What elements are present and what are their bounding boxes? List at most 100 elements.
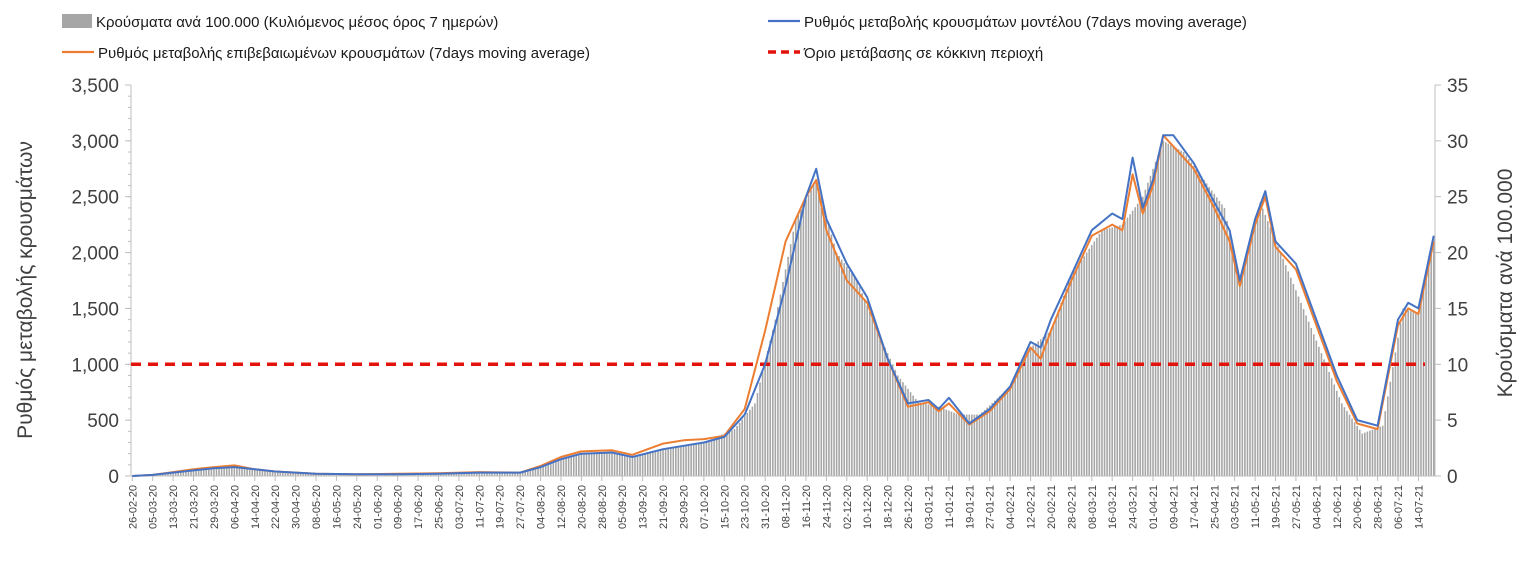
bar — [1203, 179, 1205, 476]
bar — [463, 473, 465, 476]
bar — [327, 474, 330, 476]
bar — [930, 405, 932, 476]
bar — [491, 472, 493, 476]
bar — [1134, 207, 1136, 476]
bar — [1361, 433, 1364, 476]
bar — [723, 433, 726, 476]
bar — [1182, 152, 1185, 476]
x-tick-label: 20-02-21 — [1046, 485, 1058, 529]
bar — [379, 474, 381, 476]
bar — [1277, 246, 1279, 476]
bar — [886, 353, 889, 476]
bar — [361, 474, 363, 476]
bar — [756, 392, 759, 476]
bar — [677, 446, 680, 476]
bar — [412, 474, 414, 476]
bar — [626, 456, 629, 476]
x-tick-label: 29-03-20 — [209, 485, 221, 529]
bar — [955, 413, 958, 476]
x-tick-label: 13-03-20 — [168, 485, 180, 529]
bar — [167, 473, 169, 476]
bar — [1088, 248, 1091, 476]
bar — [1136, 203, 1139, 476]
bar — [950, 411, 953, 476]
x-tick-label: 31-10-20 — [760, 485, 772, 529]
bar — [994, 400, 996, 476]
bar — [1364, 432, 1366, 476]
bar — [789, 244, 792, 476]
bar — [544, 464, 547, 476]
bar — [1190, 162, 1193, 476]
bar — [256, 470, 259, 476]
bar — [236, 467, 238, 476]
bar — [453, 473, 455, 476]
right-tick-label: 25 — [1447, 188, 1468, 209]
legend-label-threshold: Όριο μετάβασης σε κόκκινη περιοχή — [803, 45, 1043, 62]
bar — [1223, 207, 1226, 476]
bar — [761, 371, 764, 476]
bar — [368, 474, 371, 476]
bar — [902, 382, 904, 476]
bar — [731, 430, 733, 476]
bar — [350, 474, 353, 476]
bar — [1124, 221, 1126, 476]
bar — [284, 473, 287, 476]
bar — [1001, 393, 1004, 476]
x-tick-label: 04-06-21 — [1311, 485, 1323, 529]
bar — [718, 435, 720, 476]
bar — [1210, 190, 1213, 476]
bar — [1407, 310, 1409, 476]
bar — [190, 470, 192, 476]
bar — [907, 388, 909, 476]
bar — [800, 209, 802, 476]
x-tick-label: 04-08-20 — [536, 485, 548, 529]
x-tick-label: 08-03-21 — [1087, 485, 1099, 529]
bar — [322, 474, 325, 476]
bar — [521, 471, 524, 476]
bar — [621, 455, 624, 476]
x-tick-label: 09-06-20 — [393, 485, 405, 529]
bar — [264, 471, 266, 476]
x-tick-label: 30-04-20 — [291, 485, 303, 529]
bar — [1006, 388, 1009, 476]
bar — [389, 474, 391, 476]
bar — [1315, 340, 1318, 476]
bar — [1425, 274, 1427, 476]
bar — [208, 468, 210, 476]
bar — [825, 216, 828, 476]
bar — [1180, 150, 1182, 476]
bar — [593, 453, 595, 476]
bar — [623, 456, 626, 476]
bar — [299, 473, 302, 476]
bar — [315, 474, 317, 476]
bar — [963, 414, 965, 476]
bar — [657, 450, 659, 476]
bar — [1213, 193, 1216, 477]
x-tick-label: 26-12-20 — [903, 485, 915, 529]
bar — [1152, 168, 1154, 477]
x-tick-label: 27-05-21 — [1291, 485, 1303, 529]
bar — [1282, 258, 1284, 476]
bar — [1167, 143, 1170, 476]
bar — [641, 455, 644, 476]
bar — [1226, 220, 1228, 476]
bar — [601, 452, 603, 476]
bar — [937, 406, 940, 476]
bar — [1052, 323, 1055, 476]
x-tick-label: 28-08-20 — [597, 485, 609, 529]
bar — [682, 445, 685, 476]
bar — [874, 324, 876, 476]
x-tick-label: 18-12-20 — [883, 485, 895, 529]
bar — [779, 294, 782, 476]
bar — [253, 469, 256, 476]
x-tick-label: 16-11-20 — [801, 485, 813, 528]
bar — [1379, 426, 1381, 476]
bar — [1261, 208, 1264, 476]
bar — [927, 404, 930, 476]
bar — [667, 448, 669, 476]
bar — [613, 453, 616, 476]
legend-label-model: Ρυθμός μεταβολής κρουσμάτων μοντέλου (7d… — [804, 14, 1247, 31]
bar — [547, 463, 550, 476]
bar — [1381, 425, 1384, 476]
bar — [455, 473, 458, 476]
